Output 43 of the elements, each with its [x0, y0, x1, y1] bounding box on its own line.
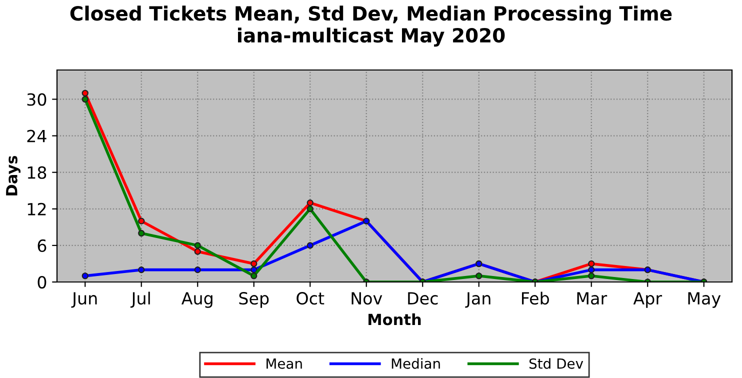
chart-title: Closed Tickets Mean, Std Dev, Median Processing Time iana-multicast May 2020 [70, 6, 672, 47]
legend-label: Std Dev [529, 358, 584, 369]
x-tick-label: Mar [577, 292, 608, 305]
x-tick-label: Nov [352, 292, 382, 305]
x-tick-label: Jul [130, 292, 150, 308]
point [82, 90, 88, 96]
y-tick-label: 0 [38, 276, 46, 289]
x-tick-label: Jan [465, 292, 490, 308]
legend-label: Mean [266, 358, 302, 369]
point [194, 266, 201, 274]
point [138, 266, 145, 274]
x-tick-label: May [688, 292, 721, 308]
x-tick-label: Aug [181, 292, 212, 308]
point [82, 272, 88, 280]
point [250, 266, 258, 274]
point [138, 230, 145, 237]
x-tick-label: Feb [522, 292, 549, 305]
point [588, 272, 595, 280]
point [306, 206, 314, 212]
x-axis-title: Month [368, 313, 421, 326]
y-tick-label: 6 [38, 239, 46, 252]
x-tick-label: Jun [71, 292, 97, 308]
x-tick-label: Sep [239, 292, 269, 308]
point [250, 272, 258, 280]
y-tick-label: 24 [27, 130, 46, 142]
point [194, 242, 201, 249]
point [194, 248, 201, 255]
point [82, 96, 88, 103]
legend-label: Median [392, 358, 440, 369]
point [250, 260, 258, 268]
point [306, 199, 314, 206]
point [476, 272, 482, 280]
point [588, 260, 595, 268]
point [588, 266, 595, 274]
y-tick-label: 12 [28, 202, 46, 216]
x-tick-label: Dec [408, 292, 438, 305]
point [138, 218, 145, 224]
y-axis-title: Days [6, 156, 21, 196]
x-tick-label: Oct [296, 292, 324, 305]
y-tick-label: 30 [27, 93, 46, 106]
point [306, 242, 314, 249]
x-tick-label: Apr [633, 292, 662, 308]
y-tick-label: 18 [28, 166, 46, 179]
